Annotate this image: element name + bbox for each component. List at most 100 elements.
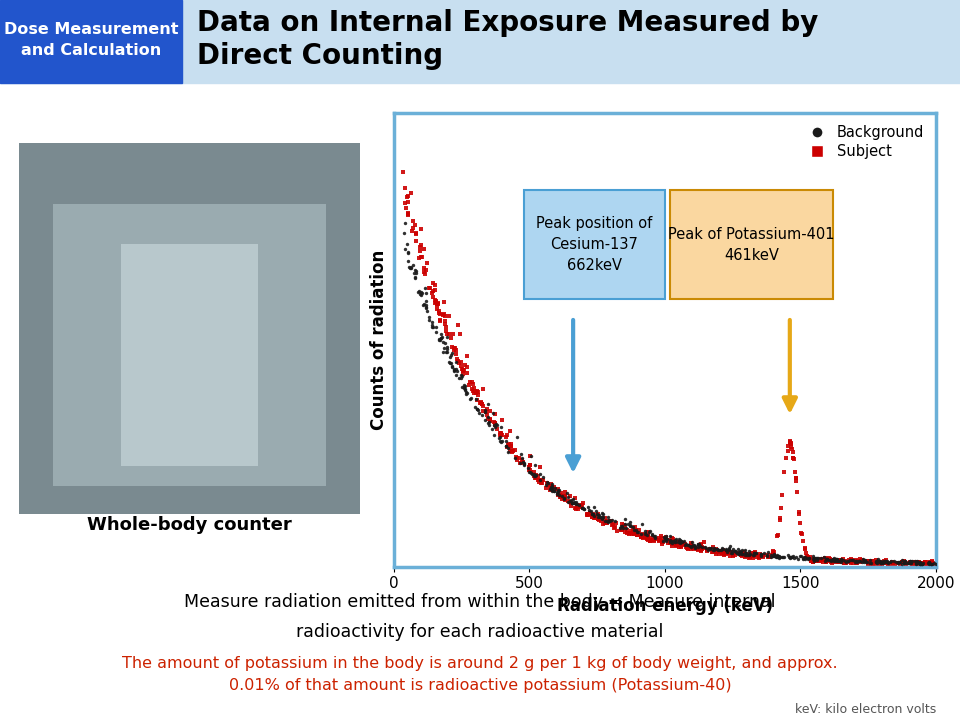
Point (607, 515, 622, 526)
Point (797, 552, 812, 563)
Point (623, 520, 638, 531)
Point (852, 553, 868, 564)
Point (678, 538, 693, 549)
Point (488, 418, 503, 429)
Point (614, 525, 630, 536)
Point (759, 549, 775, 561)
Point (801, 551, 816, 562)
Point (404, 225, 420, 237)
Point (742, 549, 757, 561)
Point (431, 333, 446, 345)
Point (890, 557, 905, 568)
Point (660, 533, 675, 544)
Point (783, 438, 799, 450)
Point (893, 557, 908, 568)
Point (738, 549, 754, 560)
Point (440, 346, 455, 358)
Point (766, 551, 781, 562)
Point (801, 552, 816, 563)
Point (542, 483, 558, 495)
Point (877, 556, 893, 567)
Point (885, 557, 900, 569)
Point (397, 217, 413, 229)
Point (696, 536, 711, 548)
Point (575, 500, 590, 511)
Point (921, 557, 936, 568)
Point (737, 550, 753, 562)
Point (860, 557, 876, 569)
Point (683, 537, 698, 549)
Point (622, 528, 637, 539)
Point (508, 451, 523, 463)
Point (474, 410, 490, 421)
Point (894, 554, 909, 566)
Point (493, 428, 509, 440)
Point (636, 533, 651, 544)
Point (776, 552, 791, 563)
Point (908, 558, 924, 570)
Point (434, 328, 449, 339)
Point (671, 541, 686, 553)
Point (493, 430, 509, 441)
Point (470, 390, 486, 401)
Point (866, 558, 881, 570)
Point (417, 263, 432, 274)
Point (644, 529, 660, 541)
Point (483, 415, 498, 427)
Point (437, 296, 452, 307)
Point (863, 557, 878, 569)
Point (551, 485, 566, 496)
Point (640, 534, 656, 545)
Point (514, 452, 529, 464)
Point (534, 477, 549, 488)
Point (446, 364, 462, 375)
Point (685, 542, 701, 554)
Point (540, 480, 555, 491)
Point (783, 551, 799, 562)
Point (446, 344, 462, 356)
Point (711, 549, 727, 560)
Point (639, 532, 655, 544)
Point (902, 556, 918, 567)
Point (775, 552, 790, 563)
Point (876, 556, 891, 567)
Point (396, 197, 412, 209)
Point (737, 547, 753, 559)
Point (629, 527, 644, 539)
Point (880, 556, 896, 567)
Point (722, 543, 737, 554)
Point (635, 518, 650, 530)
Point (562, 496, 577, 508)
Bar (121, 244, 257, 466)
Point (736, 548, 752, 559)
Point (396, 166, 411, 178)
Point (754, 549, 769, 561)
Point (613, 524, 629, 536)
Point (600, 516, 615, 528)
Point (926, 557, 942, 569)
Point (826, 556, 841, 567)
Point (911, 556, 926, 567)
Point (590, 508, 606, 520)
Point (498, 436, 514, 447)
Point (752, 551, 767, 562)
Y-axis label: Counts of radiation: Counts of radiation (370, 250, 388, 430)
Point (403, 187, 419, 199)
Point (610, 525, 625, 536)
Point (897, 555, 912, 567)
Point (625, 526, 640, 538)
Point (444, 361, 460, 373)
Point (449, 366, 465, 377)
Point (470, 405, 486, 416)
Point (924, 558, 939, 570)
Point (777, 467, 792, 478)
Point (715, 548, 731, 559)
Point (567, 497, 583, 508)
Point (488, 417, 503, 428)
Point (833, 554, 849, 566)
Point (673, 539, 688, 551)
Point (564, 498, 579, 509)
Point (553, 491, 568, 503)
Point (417, 243, 432, 255)
Point (749, 549, 764, 561)
